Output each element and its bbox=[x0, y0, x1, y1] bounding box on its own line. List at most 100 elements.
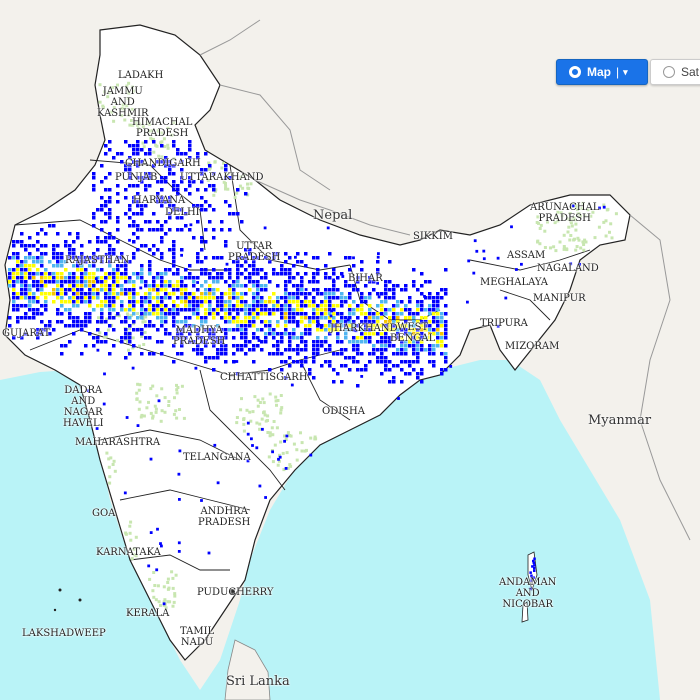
heat-cell bbox=[72, 304, 76, 308]
heat-cell bbox=[296, 352, 300, 356]
chevron-down-icon[interactable]: ▾ bbox=[623, 66, 628, 77]
heat-cell bbox=[372, 280, 376, 284]
heat-cell bbox=[224, 280, 228, 284]
heat-cell bbox=[80, 324, 84, 328]
heat-cell bbox=[184, 320, 188, 324]
heat-cell bbox=[68, 340, 72, 344]
vegetation-cell bbox=[266, 414, 270, 418]
heat-cell bbox=[288, 296, 292, 300]
heat-cell bbox=[88, 276, 92, 280]
heat-cell bbox=[156, 304, 160, 308]
heat-cell bbox=[124, 168, 128, 172]
heat-cell bbox=[136, 316, 140, 320]
heat-cell bbox=[216, 276, 220, 280]
heat-cell bbox=[92, 344, 96, 348]
heat-cell bbox=[384, 340, 388, 344]
heat-cell bbox=[152, 296, 156, 300]
heat-cell bbox=[16, 292, 20, 296]
heat-cell bbox=[257, 339, 261, 342]
heat-cell bbox=[236, 312, 240, 316]
heat-cell bbox=[256, 336, 260, 340]
heat-cell bbox=[224, 200, 228, 204]
heat-cell bbox=[332, 368, 336, 372]
heat-cell bbox=[140, 304, 144, 308]
heat-cell bbox=[404, 348, 408, 352]
heat-cell bbox=[308, 292, 312, 296]
heat-cell bbox=[396, 364, 400, 368]
vegetation-cell bbox=[111, 86, 115, 90]
heat-cell bbox=[232, 336, 236, 340]
heat-cell bbox=[292, 276, 296, 280]
heat-cell bbox=[156, 308, 160, 312]
vegetation-cell bbox=[149, 136, 153, 140]
heat-cell bbox=[224, 360, 228, 364]
heat-cell bbox=[424, 308, 428, 312]
heat-cell bbox=[20, 268, 24, 272]
heat-cell bbox=[240, 328, 244, 332]
vegetation-cell bbox=[559, 211, 563, 215]
heat-cell bbox=[72, 324, 76, 328]
heat-cell bbox=[162, 602, 166, 606]
heat-cell bbox=[96, 296, 100, 300]
heat-cell bbox=[320, 344, 324, 348]
heat-cell bbox=[164, 180, 168, 184]
heat-cell bbox=[88, 320, 92, 324]
heat-cell bbox=[184, 224, 188, 228]
heat-cell bbox=[432, 312, 436, 316]
vegetation-cell bbox=[242, 174, 246, 177]
heat-cell bbox=[200, 348, 204, 352]
heat-cell bbox=[16, 320, 20, 324]
heat-cell bbox=[88, 264, 92, 268]
heat-cell bbox=[316, 272, 320, 276]
heat-cell bbox=[312, 344, 316, 348]
heat-cell bbox=[8, 276, 12, 280]
heat-cell bbox=[436, 316, 440, 320]
vegetation-cell bbox=[130, 557, 134, 561]
heat-cell bbox=[440, 296, 444, 300]
heat-cell bbox=[152, 276, 156, 280]
map-type-satellite-button[interactable]: Sat bbox=[650, 59, 700, 85]
radio-unselected-icon bbox=[663, 66, 675, 78]
heat-cell bbox=[120, 272, 124, 276]
heat-cell bbox=[400, 312, 404, 316]
heat-cell bbox=[200, 208, 204, 212]
heat-cell bbox=[316, 344, 320, 348]
heat-cell bbox=[180, 176, 184, 180]
heat-cell bbox=[432, 352, 436, 356]
heat-cell bbox=[260, 308, 264, 312]
heat-cell bbox=[392, 312, 396, 316]
vegetation-cell bbox=[166, 126, 170, 130]
heat-cell bbox=[388, 316, 392, 320]
heat-cell bbox=[224, 320, 228, 324]
heat-cell bbox=[140, 244, 144, 248]
heat-cell bbox=[232, 308, 236, 312]
heat-cell bbox=[240, 324, 244, 328]
heat-cell bbox=[336, 304, 340, 308]
heat-cell bbox=[104, 284, 108, 288]
heat-cell bbox=[156, 288, 160, 292]
heat-cell bbox=[436, 336, 440, 340]
heat-cell bbox=[412, 336, 416, 340]
vegetation-cell bbox=[580, 206, 584, 210]
vegetation-cell bbox=[141, 320, 145, 324]
heat-cell bbox=[84, 316, 88, 320]
heat-cell bbox=[160, 196, 164, 200]
heat-cell bbox=[92, 224, 96, 228]
heat-cell bbox=[400, 352, 404, 356]
heat-cell bbox=[212, 276, 216, 280]
heat-cell bbox=[432, 320, 436, 324]
heat-cell bbox=[332, 312, 336, 316]
heat-cell bbox=[444, 360, 448, 364]
heat-cell bbox=[64, 240, 68, 244]
vegetation-cell bbox=[120, 114, 124, 118]
heat-cell bbox=[160, 228, 164, 232]
vegetation-cell bbox=[175, 383, 178, 387]
heat-cell bbox=[172, 260, 176, 264]
vegetation-cell bbox=[562, 247, 566, 251]
heat-cell bbox=[178, 449, 182, 453]
map-type-map-button[interactable]: Map | ▾ bbox=[556, 59, 648, 85]
heat-cell bbox=[120, 288, 124, 292]
heat-cell bbox=[208, 164, 212, 168]
heat-cell bbox=[172, 312, 176, 316]
